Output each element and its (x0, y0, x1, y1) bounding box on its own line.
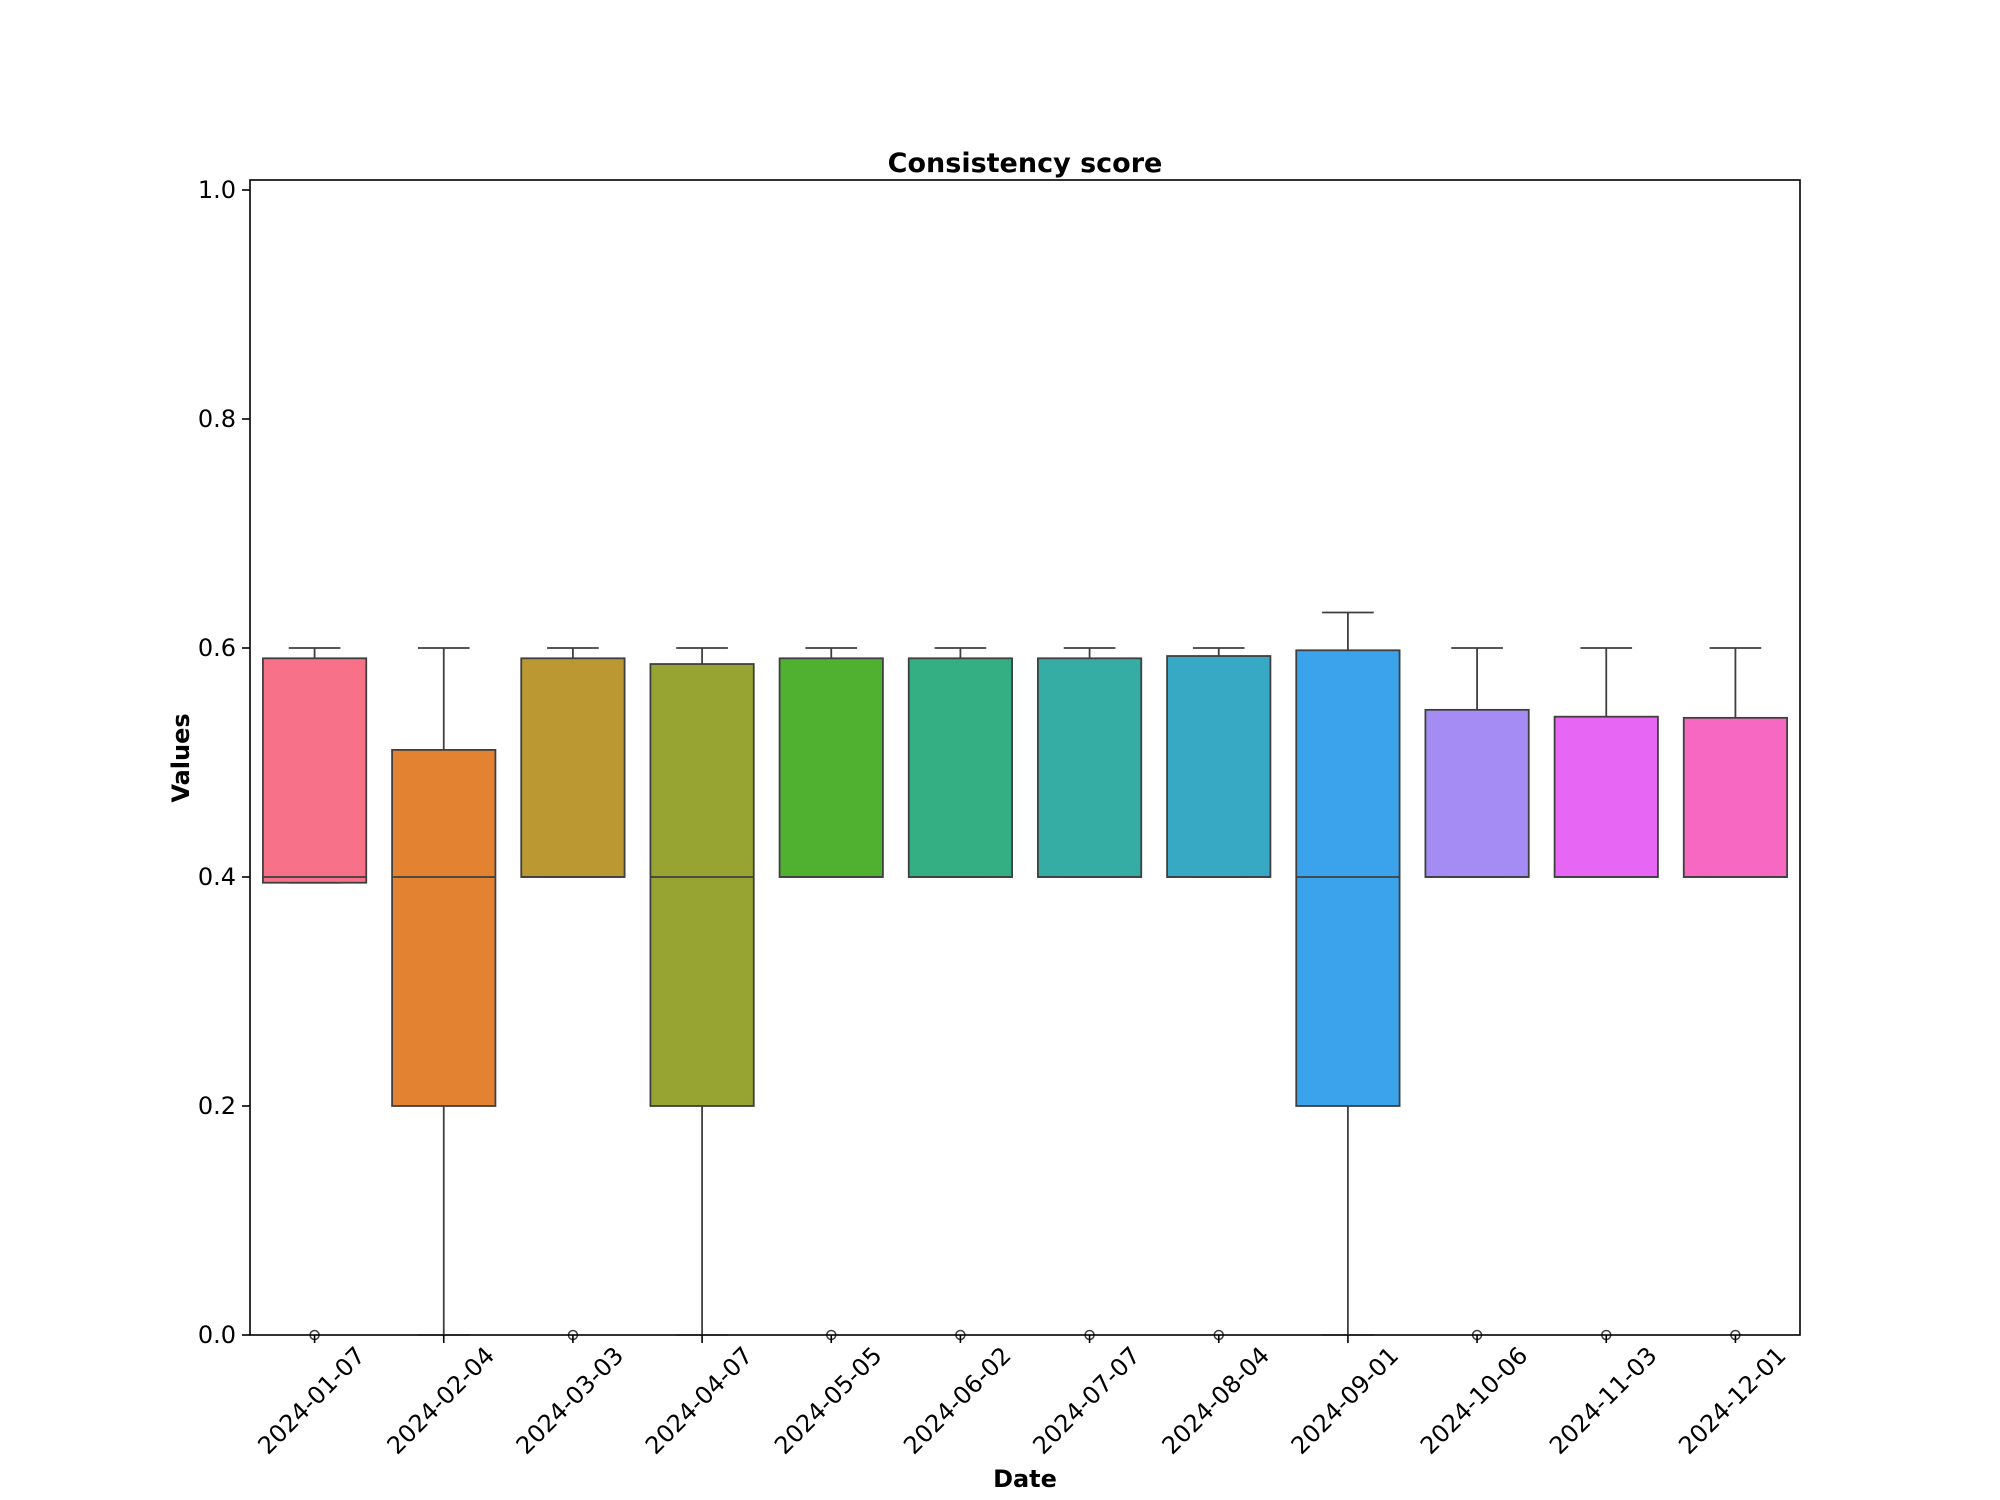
box-group-2024-07-07 (1037, 647, 1143, 1341)
x-axis: 2024-01-07 2024-02-04 2024-03-03 2024-04-07… (252, 1335, 1792, 1460)
x-tick-label: 2024-11-03 (1544, 1341, 1662, 1459)
box-group-2024-04-07 (649, 647, 755, 1336)
x-tick-label: 2024-07-07 (1027, 1341, 1145, 1459)
box (1424, 708, 1530, 878)
box (1553, 715, 1659, 878)
box (262, 657, 368, 884)
y-tick-label: 0.8 (198, 405, 236, 433)
plot-area (262, 611, 1788, 1341)
box-group-2024-08-04 (1166, 647, 1272, 1341)
x-tick-label: 2024-05-05 (769, 1341, 887, 1459)
x-tick-label: 2024-09-01 (1286, 1341, 1404, 1459)
y-tick-label: 0.4 (198, 863, 236, 891)
chart-title: Consistency score (888, 148, 1163, 179)
box (1037, 657, 1143, 878)
y-axis-label: Values (167, 713, 195, 802)
x-tick-label: 2024-08-04 (1157, 1341, 1275, 1459)
box-group-2024-03-03 (520, 647, 626, 1341)
box-group-2024-09-01 (1295, 611, 1401, 1336)
box-group-2024-05-05 (778, 647, 884, 1341)
box-group-2024-11-03 (1553, 647, 1659, 1341)
x-tick-label: 2024-12-01 (1673, 1341, 1791, 1459)
x-tick-label: 2024-10-06 (1415, 1341, 1533, 1459)
y-tick-label: 1.0 (198, 176, 236, 204)
box (649, 663, 755, 1107)
box (1682, 716, 1788, 878)
box (907, 657, 1013, 878)
box (778, 657, 884, 878)
y-tick-label: 0.0 (198, 1321, 236, 1349)
box-group-2024-01-07 (262, 647, 368, 1341)
box (1166, 655, 1272, 878)
box-group-2024-12-01 (1682, 647, 1788, 1341)
y-axis: 0.0 0.2 0.4 0.6 0.8 1.0 (198, 176, 250, 1349)
x-tick-label: 2024-03-03 (511, 1341, 629, 1459)
box (391, 749, 497, 1107)
x-tick-label: 2024-02-04 (382, 1341, 500, 1459)
box (1295, 649, 1401, 1107)
x-tick-label: 2024-04-07 (640, 1341, 758, 1459)
x-tick-label: 2024-06-02 (898, 1341, 1016, 1459)
y-tick-label: 0.2 (198, 1092, 236, 1120)
box-group-2024-02-04 (391, 647, 497, 1336)
box-group-2024-06-02 (907, 647, 1013, 1341)
x-axis-label: Date (993, 1465, 1057, 1493)
plot-frame (249, 179, 1801, 1336)
box-group-2024-10-06 (1424, 647, 1530, 1341)
y-tick-label: 0.6 (198, 634, 236, 662)
x-tick-label: 2024-01-07 (252, 1341, 370, 1459)
box (520, 657, 626, 878)
